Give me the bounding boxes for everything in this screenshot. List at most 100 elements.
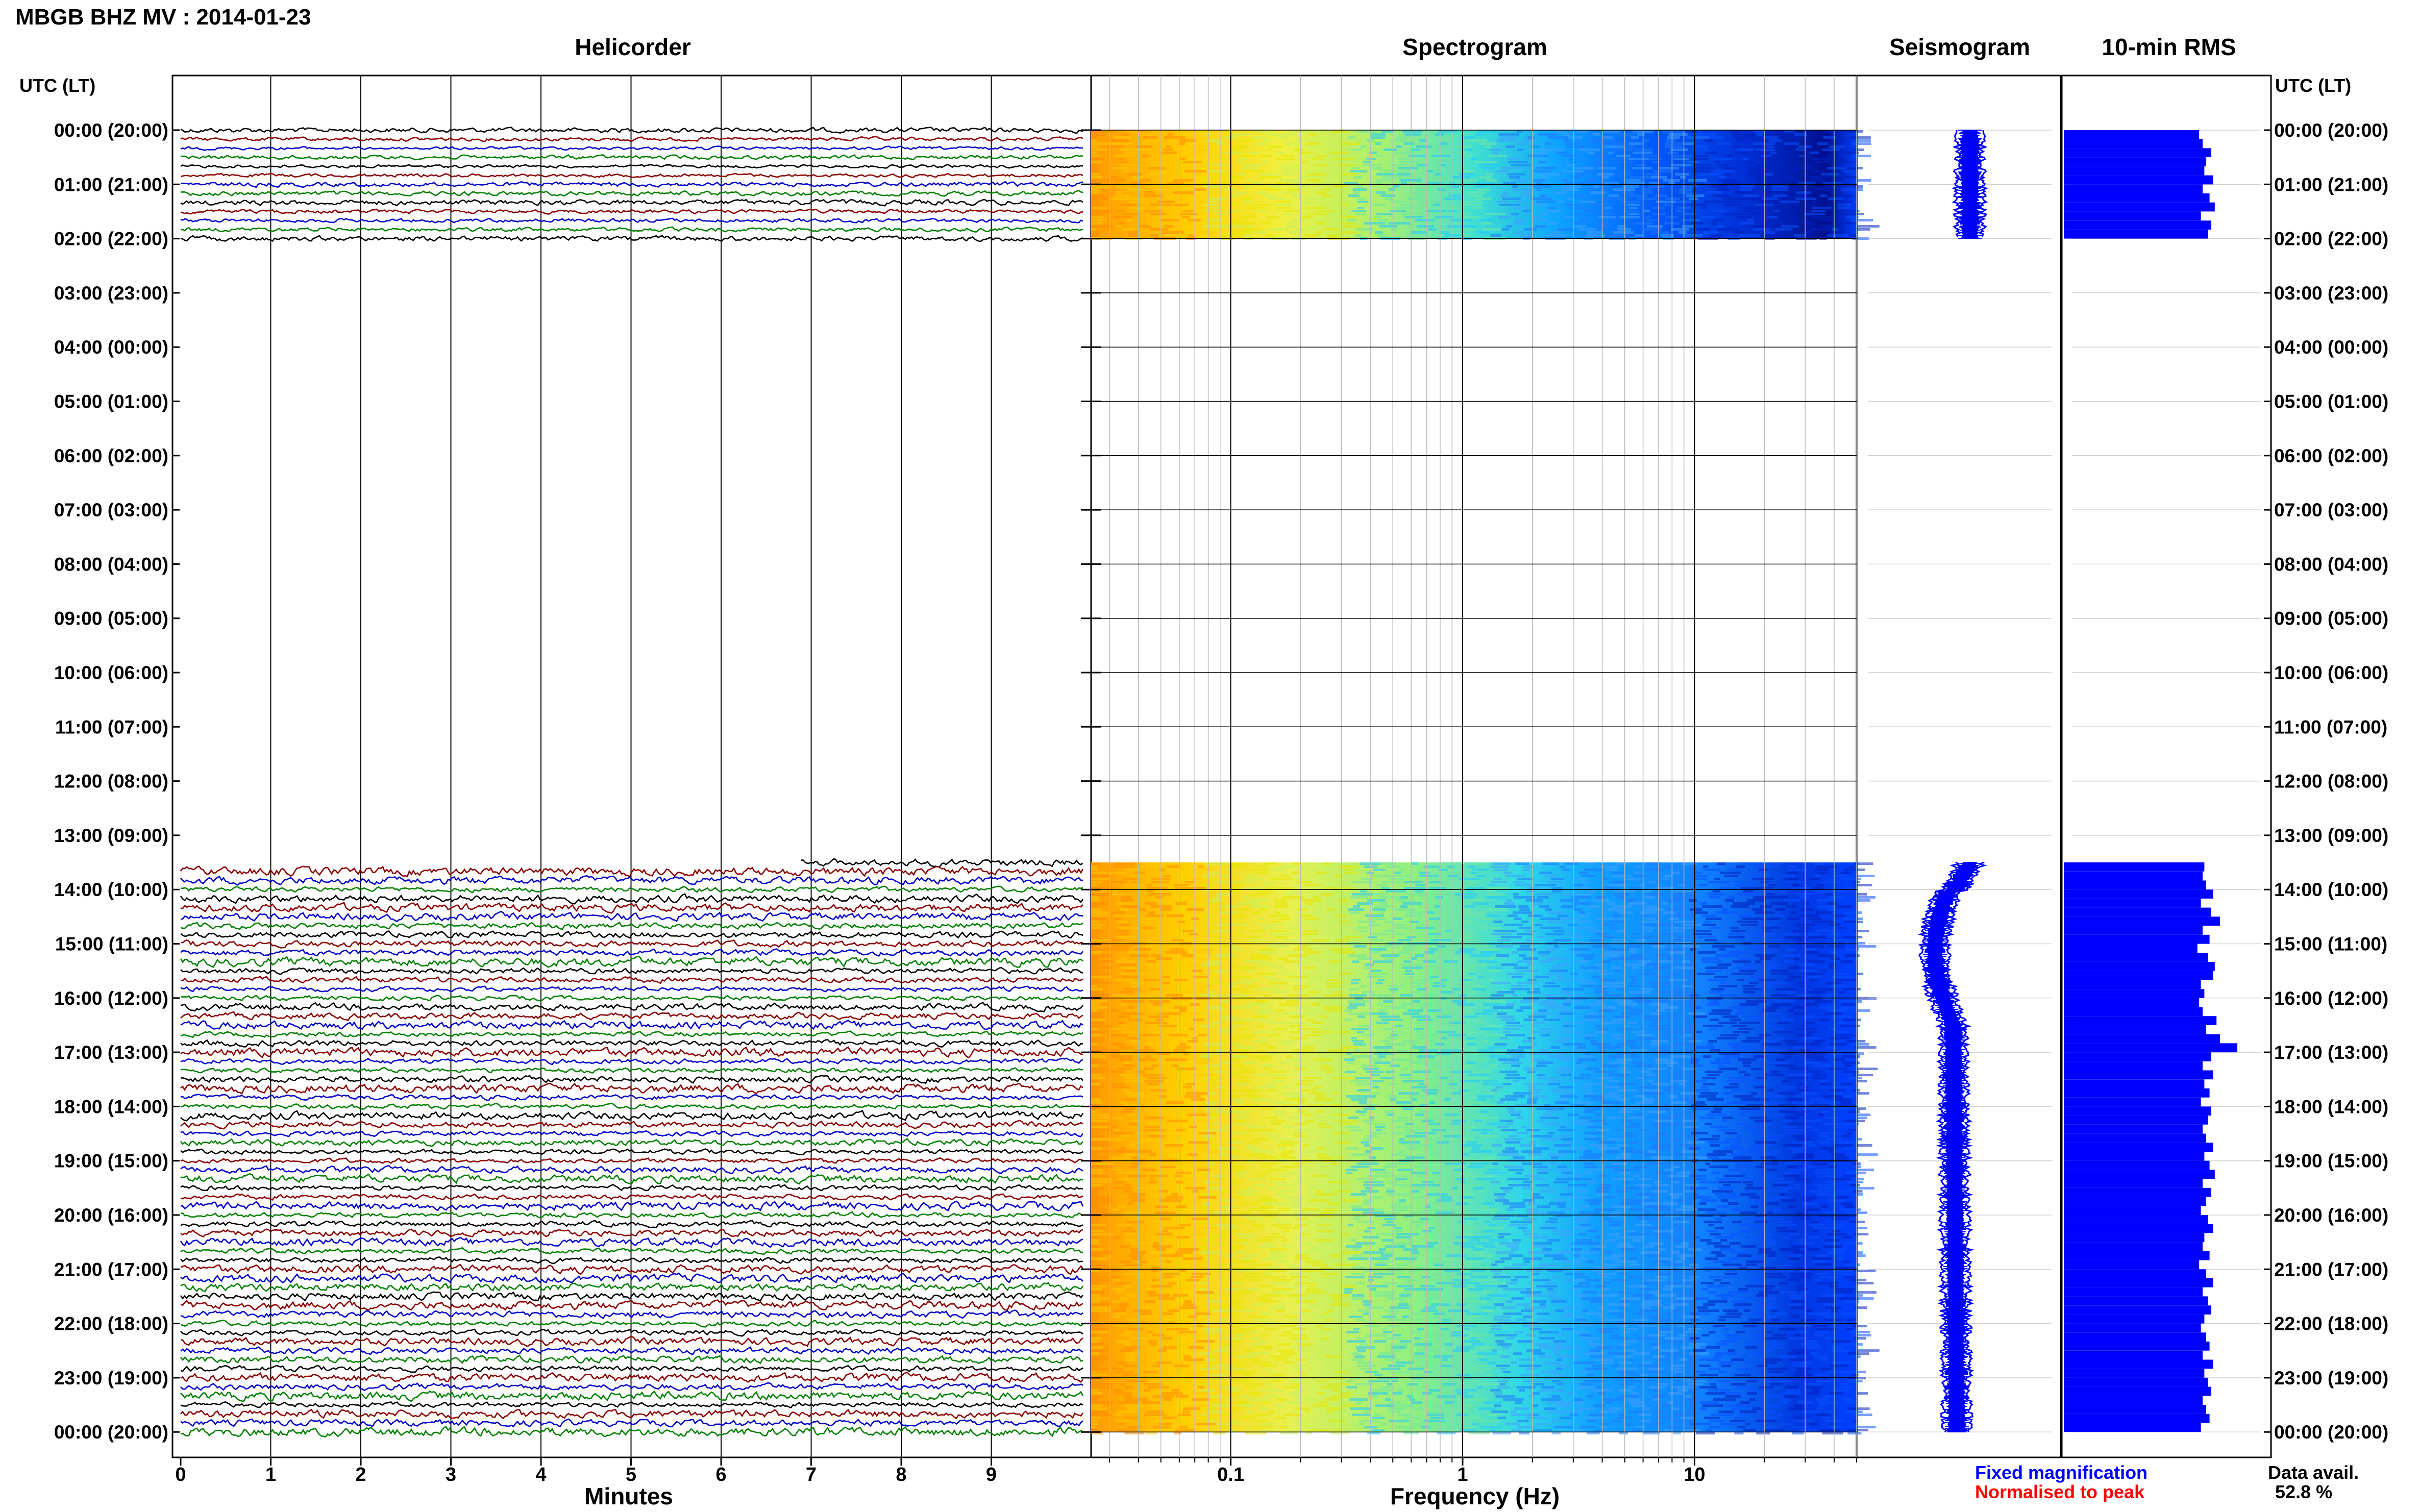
spectrogram-texture	[1275, 973, 1296, 975]
spectrogram-texture	[1191, 1098, 1205, 1101]
spectrogram-texture	[1533, 204, 1548, 206]
spectrogram-texture	[1479, 164, 1501, 166]
spectrogram-texture	[1351, 148, 1362, 151]
spectrogram-texture	[1401, 1003, 1415, 1006]
spectrogram-texture	[1320, 1257, 1342, 1260]
spectrogram-texture	[1144, 1080, 1164, 1083]
spectrogram-texture	[1660, 234, 1674, 237]
spectrogram-texture	[1457, 1291, 1466, 1294]
spectrogram-texture	[1484, 1003, 1500, 1006]
spectrogram-texture	[1494, 1303, 1504, 1306]
spectrogram-texture	[1735, 152, 1748, 154]
spectrogram-texture	[1427, 1257, 1442, 1260]
spectrogram-texture	[1323, 869, 1337, 871]
spectrogram-texture	[1430, 1233, 1444, 1236]
spectrogram-texture	[1128, 1193, 1146, 1196]
spectrogram-texture	[1401, 1322, 1407, 1325]
spectrogram-texture	[1115, 1150, 1137, 1153]
spectrogram-texture	[1433, 982, 1443, 984]
spectrogram-texture	[1396, 1263, 1409, 1267]
spectrogram-texture	[1359, 985, 1367, 987]
spectrogram-texture	[1499, 136, 1517, 139]
spectrogram-texture	[1662, 130, 1685, 133]
spectrogram-texture	[1215, 155, 1223, 157]
spectrogram-texture	[1689, 1263, 1698, 1267]
spectrogram-texture	[1686, 161, 1698, 163]
spectrogram-texture	[1442, 1319, 1451, 1322]
spectrogram-texture	[1653, 1052, 1676, 1055]
spectrogram-texture	[1674, 942, 1692, 945]
spectrogram-texture	[1851, 219, 1873, 221]
spectrogram-texture	[1539, 1303, 1546, 1306]
spectrogram-texture	[1828, 963, 1836, 966]
spectrogram-texture	[1217, 1273, 1225, 1276]
spectrogram-texture	[1836, 1257, 1843, 1260]
spectrogram-texture	[1727, 1077, 1749, 1080]
spectrogram-texture	[1643, 1270, 1661, 1273]
spectrogram-texture	[1365, 1306, 1384, 1309]
spectrogram-texture	[1091, 1141, 1108, 1144]
spectrogram-texture	[1807, 1120, 1822, 1123]
spectrogram-texture	[1367, 1285, 1389, 1288]
spectrogram-texture	[1855, 1193, 1863, 1196]
spectrogram-texture	[1276, 207, 1291, 209]
spectrogram-texture	[1254, 865, 1267, 868]
spectrogram-texture	[1230, 219, 1242, 221]
spectrogram-texture	[1634, 872, 1641, 874]
spectrogram-texture	[1593, 185, 1599, 188]
spectrogram-texture	[1766, 1006, 1780, 1009]
spectrogram-texture	[1354, 1049, 1360, 1052]
spectrogram-texture	[1428, 881, 1442, 883]
spectrogram-texture	[1448, 1083, 1458, 1086]
spectrogram-texture	[1425, 1092, 1437, 1095]
spectrogram-texture	[1439, 1175, 1455, 1178]
spectrogram-texture	[1091, 234, 1098, 237]
spectrogram-texture	[1091, 1003, 1100, 1006]
spectrogram-texture	[1786, 219, 1800, 221]
spectrogram-texture	[1658, 1046, 1675, 1049]
spectrogram-texture	[1560, 899, 1579, 902]
spectrogram-texture	[1331, 1043, 1352, 1046]
spectrogram-texture	[1091, 1000, 1107, 1003]
spectrogram-texture	[1444, 1132, 1467, 1135]
spectrogram-texture	[1832, 1156, 1849, 1159]
spectrogram-texture	[1091, 1117, 1109, 1120]
spectrogram-texture	[1449, 1068, 1469, 1071]
spectrogram-texture	[1591, 1248, 1600, 1251]
utc-lt-header-right: UTC (LT)	[2275, 75, 2351, 96]
spectrogram-texture	[1413, 985, 1424, 987]
spectrogram-texture	[1668, 918, 1679, 920]
spectrogram-texture	[1666, 1236, 1688, 1239]
spectrogram-texture	[1742, 1061, 1751, 1064]
spectrogram-texture	[1775, 228, 1792, 231]
spectrogram-texture	[1452, 176, 1471, 179]
spectrogram-texture	[1574, 878, 1586, 880]
spectrogram-texture	[1534, 1012, 1553, 1015]
spectrogram-texture	[1594, 988, 1608, 990]
spectrogram-texture	[1620, 1153, 1631, 1156]
spectrogram-texture	[1395, 1178, 1408, 1181]
spectrogram-texture	[1212, 921, 1227, 923]
spectrogram-texture	[1731, 1153, 1745, 1156]
spectrogram-texture	[1289, 231, 1297, 234]
spectrogram-texture	[1794, 133, 1807, 136]
spectrogram-texture	[1115, 872, 1127, 874]
spectrogram-texture	[1713, 1150, 1733, 1153]
spectrogram-texture	[1531, 145, 1540, 148]
spectrogram-texture	[1822, 182, 1843, 185]
spectrogram-texture	[1445, 1300, 1456, 1303]
spectrogram-texture	[1740, 188, 1752, 191]
spectrogram-texture	[1462, 1233, 1474, 1236]
spectrogram-texture	[1549, 1202, 1566, 1205]
spectrogram-texture	[1655, 1294, 1676, 1297]
spectrogram-texture	[1317, 1147, 1326, 1150]
spectrogram-texture	[1645, 1254, 1664, 1257]
spectrogram-texture	[1288, 1117, 1300, 1120]
spectrogram-texture	[1705, 1162, 1711, 1166]
spectrogram-texture	[1478, 1208, 1499, 1211]
spectrogram-texture	[1292, 1049, 1314, 1052]
spectrogram-texture	[1192, 985, 1213, 987]
spectrogram-texture	[1091, 1254, 1103, 1257]
spectrogram-texture	[1570, 936, 1584, 938]
spectrogram-texture	[1214, 1144, 1220, 1147]
